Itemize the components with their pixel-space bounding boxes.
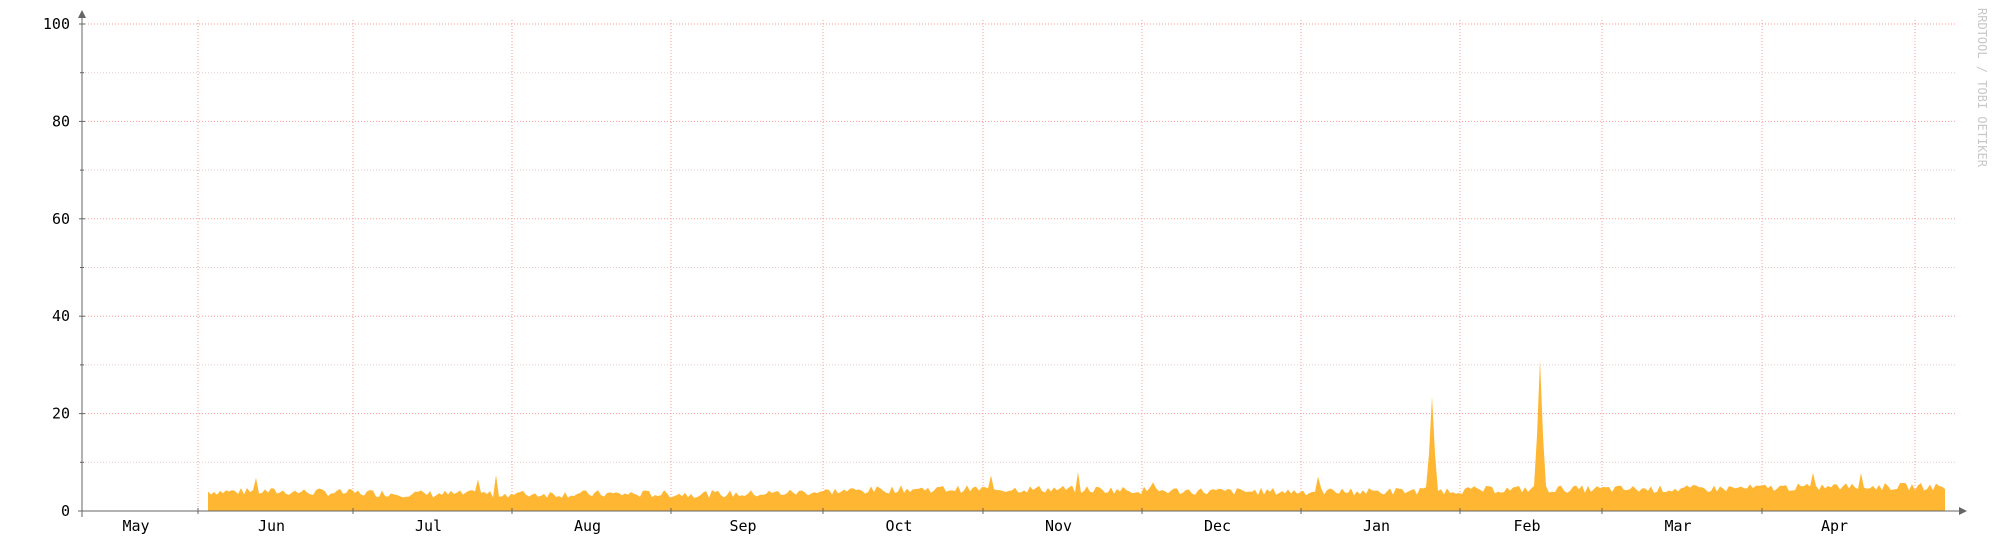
x-tick-label: Mar — [1664, 517, 1691, 535]
y-tick-label: 80 — [52, 112, 70, 130]
x-axis-arrow — [1959, 507, 1967, 515]
minor-grid — [82, 72, 1955, 463]
major-grid — [82, 20, 1955, 511]
x-tick-label: Oct — [885, 517, 912, 535]
axes — [78, 10, 1967, 517]
x-tick-label: Sep — [729, 517, 756, 535]
y-tick-label: 0 — [61, 502, 70, 520]
y-tick-labels: 0 20 40 60 80 100 — [43, 15, 70, 520]
y-tick-label: 60 — [52, 210, 70, 228]
y-tick-label: 20 — [52, 405, 70, 423]
x-tick-label: Jul — [415, 517, 442, 535]
x-tick-labels: May Jun Jul Aug Sep Oct Nov Dec Jan Feb Mar Apr — [122, 517, 1848, 535]
x-tick-label: Jan — [1363, 517, 1390, 535]
x-tick-label: Dec — [1204, 517, 1231, 535]
x-tick-label: Feb — [1513, 517, 1540, 535]
x-tick-label: Aug — [574, 517, 601, 535]
y-axis-arrow — [78, 10, 86, 18]
x-tick-label: Jun — [258, 517, 285, 535]
y-tick-label: 40 — [52, 307, 70, 325]
x-tick-label: Apr — [1821, 517, 1848, 535]
y-tick-label: 100 — [43, 15, 70, 33]
x-tick-label: May — [122, 517, 149, 535]
rrdtool-watermark: RRDTOOL / TOBI OETIKER — [1975, 8, 1989, 168]
x-tick-label: Nov — [1045, 517, 1072, 535]
data-area — [208, 360, 1945, 511]
